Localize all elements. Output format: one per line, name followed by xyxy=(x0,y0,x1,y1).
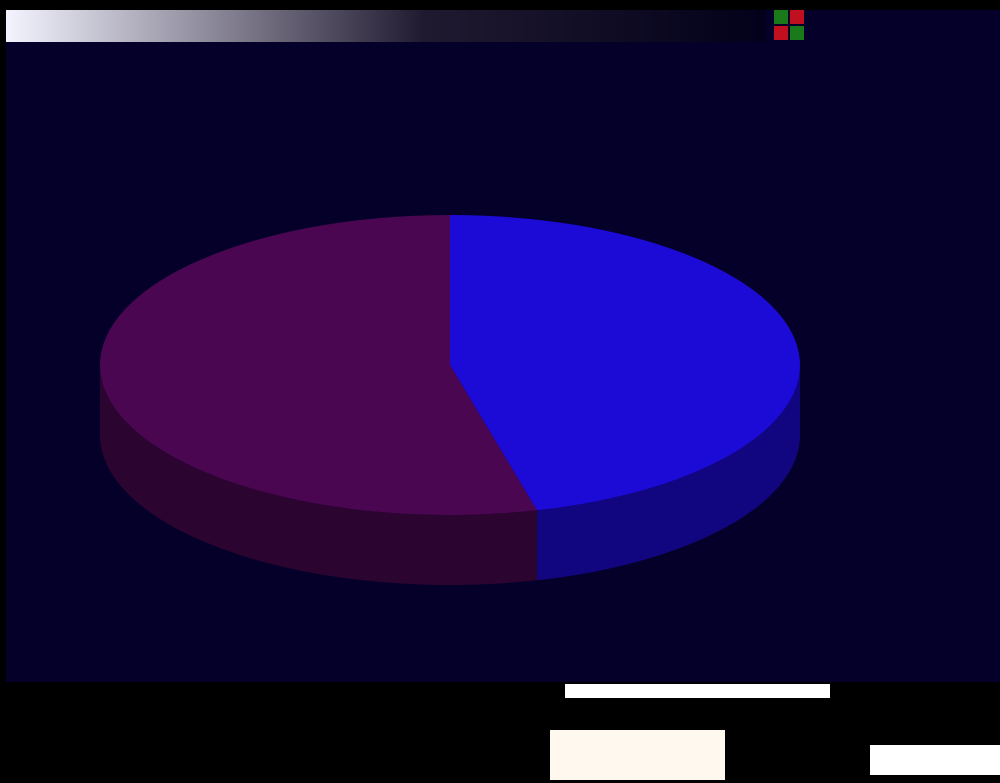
pie-slice xyxy=(99,215,538,515)
pie-side xyxy=(100,365,538,585)
icon xyxy=(790,10,804,24)
icon xyxy=(790,26,804,40)
pie-side xyxy=(537,365,800,581)
taskbar xyxy=(6,682,1000,783)
taskbar-strip xyxy=(565,684,830,698)
icon xyxy=(774,10,788,24)
title-bar xyxy=(6,10,766,42)
icon xyxy=(774,26,788,40)
pie xyxy=(99,215,800,585)
taskbar-panel xyxy=(550,730,725,780)
pie-slice xyxy=(450,215,800,511)
taskbar-panel xyxy=(870,745,1000,775)
